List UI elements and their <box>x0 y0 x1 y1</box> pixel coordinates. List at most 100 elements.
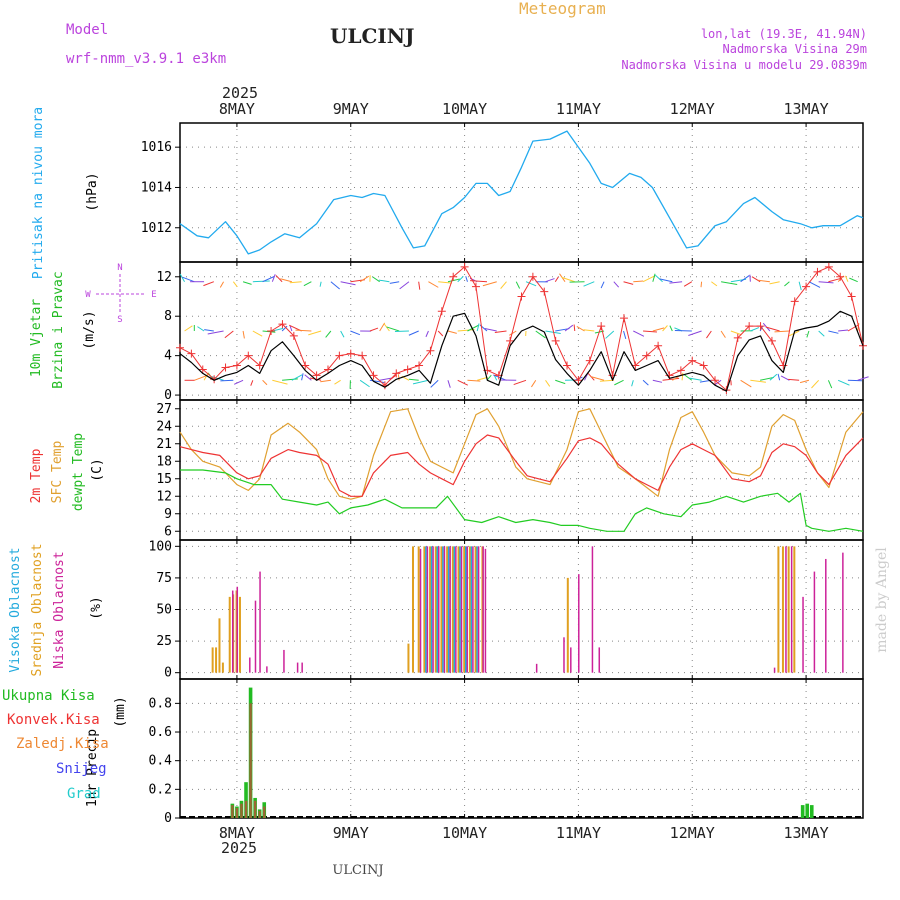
wind-gust-marker <box>585 356 594 365</box>
wind-barb <box>437 330 444 337</box>
top-year-label: 2025 <box>222 84 258 102</box>
wind-gust-marker <box>767 336 776 345</box>
top-date-label: 8MAY <box>219 100 255 118</box>
wind-gust-marker <box>471 282 480 291</box>
wind-gust-marker <box>335 351 344 360</box>
wind-barb <box>535 330 546 339</box>
precip-conv-bar <box>240 803 243 818</box>
top-date-label: 13MAY <box>784 100 829 118</box>
wind-barb <box>769 281 780 285</box>
wind-barb <box>643 330 657 333</box>
wind-barb <box>765 326 780 332</box>
wind-barb <box>573 324 576 332</box>
wind-barb <box>457 329 475 332</box>
top-date-label: 9MAY <box>333 100 369 118</box>
wind-barb <box>194 374 209 381</box>
wind-gust-marker <box>176 343 184 352</box>
wind-barb <box>386 326 400 332</box>
wind-gust-marker <box>323 365 332 374</box>
wind-barb <box>711 281 718 287</box>
wind-barb <box>590 376 605 381</box>
wind-barb <box>379 377 393 381</box>
wind-barb <box>780 375 790 381</box>
wind-gust-marker <box>449 272 458 281</box>
wind-gust-marker <box>688 356 697 365</box>
precip-title: 1hr Precip <box>85 729 100 807</box>
wind-barb <box>350 330 361 336</box>
y-tick-label: 15 <box>156 472 172 487</box>
bottom-date-label: 9MAY <box>333 824 369 842</box>
temp-title-dewpt: dewpt Temp <box>71 433 86 511</box>
bottom-date-label: 8MAY <box>219 824 255 842</box>
compass-e-label: E <box>151 290 156 300</box>
wind-barb <box>340 281 356 286</box>
y-tick-label: 9 <box>164 507 172 522</box>
y-tick-label: 0.4 <box>149 754 173 769</box>
wind-gust-marker <box>244 351 253 360</box>
y-tick-label: 0 <box>164 388 172 403</box>
wind-barb <box>838 329 849 332</box>
wind-barb <box>633 280 644 283</box>
temp-title-2m: 2m Temp <box>29 448 44 503</box>
wind-barb <box>806 330 810 338</box>
wind-barb <box>295 329 312 332</box>
wind-barb <box>308 330 322 336</box>
wind-barb <box>689 377 702 381</box>
wind-barb <box>633 330 645 337</box>
wind-barb <box>576 325 585 332</box>
wind-barb <box>811 379 820 389</box>
legend-rain-total: Ukupna Kisa <box>2 688 95 704</box>
precip-conv-bar <box>263 806 266 818</box>
wind-barb <box>623 330 627 340</box>
wind-barb <box>301 373 304 381</box>
wind-barb <box>750 327 760 332</box>
cloud-title-mid: Srednja Oblacnost <box>30 543 45 676</box>
wind-barb <box>484 327 497 332</box>
bottom-date-label: 13MAY <box>784 824 829 842</box>
cloud-title-high: Visoka Oblacnost <box>8 547 23 672</box>
precip-conv-bar <box>258 810 261 818</box>
wind-barb <box>828 330 839 334</box>
wind-barb <box>740 275 750 283</box>
wind-gust-marker <box>813 267 822 276</box>
wind-barb <box>837 379 850 386</box>
legend-snow: Snijeg <box>56 761 107 777</box>
wind-barb <box>730 330 742 336</box>
panel-frame <box>179 122 864 263</box>
wind-barb <box>688 330 702 336</box>
elevation-label: Nadmorska Visina 29m <box>723 42 868 56</box>
wind-barb <box>642 275 656 283</box>
wind-gust-marker <box>278 320 287 329</box>
compass-n-label: N <box>117 263 122 273</box>
wind-barb <box>447 330 457 334</box>
wind-barb <box>493 375 498 381</box>
panel-frame <box>179 678 864 819</box>
wind-barb <box>281 325 288 332</box>
wind-barb <box>760 376 775 381</box>
panel-frame <box>179 399 864 541</box>
wind-barb <box>750 379 766 383</box>
pressure-panel: 1012 1014 1016 <box>141 122 864 263</box>
wind-barb <box>798 281 802 291</box>
wind-barb <box>289 325 293 332</box>
wind-gust-marker <box>198 365 207 374</box>
wind-barb <box>447 278 460 283</box>
wind-gust-marker <box>608 371 617 380</box>
wind-barb <box>476 323 480 332</box>
wind-barb <box>857 376 869 381</box>
wind-barb <box>545 278 555 283</box>
wind-gust-marker <box>232 361 241 370</box>
wind-barb <box>774 330 790 333</box>
wind-barb <box>291 374 303 381</box>
wind-barb <box>372 276 380 283</box>
y-tick-label: 4 <box>164 349 172 364</box>
wind-gust-marker <box>403 365 412 374</box>
wind-barb <box>613 281 620 288</box>
wind-barb <box>379 322 386 332</box>
top-date-axis: 8MAY 9MAY 10MAY 11MAY 12MAY 13MAY <box>219 100 829 118</box>
y-tick-label: 100 <box>149 539 172 554</box>
wind-barb <box>412 379 429 385</box>
wind-gust-marker <box>517 292 526 301</box>
precip-unit: (mm) <box>113 696 128 727</box>
y-tick-label: 1016 <box>141 140 172 155</box>
